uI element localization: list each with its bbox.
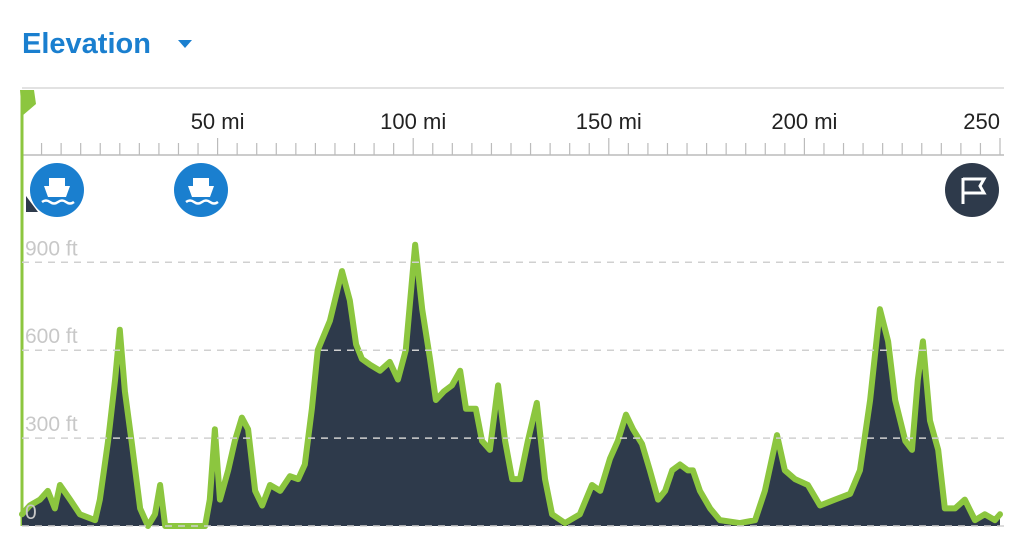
elevation-line: [19, 241, 1003, 529]
x-tick-label: 150 mi: [576, 109, 642, 134]
elevation-area: [22, 244, 1000, 526]
dropdown-arrow[interactable]: [178, 40, 192, 48]
y-tick-label: 900 ft: [25, 237, 78, 260]
chart-title[interactable]: Elevation: [22, 28, 151, 60]
start-marker: [26, 196, 38, 212]
y-tick-label: 600 ft: [25, 325, 78, 348]
ferry-icon[interactable]: [30, 163, 84, 217]
x-tick-label: 250: [963, 109, 1000, 134]
ferry-icon[interactable]: [174, 163, 228, 217]
x-tick-label: 50 mi: [191, 109, 245, 134]
finish-flag-icon[interactable]: [945, 163, 999, 217]
plot: 50 mi 100 mi 150 mi 200 mi 250 0 300 ft 600 ft 9…: [19, 109, 1004, 529]
x-tick-label: 200 mi: [771, 109, 837, 134]
y-tick-label: 300 ft: [25, 413, 78, 436]
x-tick-label: 100 mi: [380, 109, 446, 134]
y-tick-label: 0: [25, 501, 37, 524]
position-handle[interactable]: [20, 90, 36, 116]
